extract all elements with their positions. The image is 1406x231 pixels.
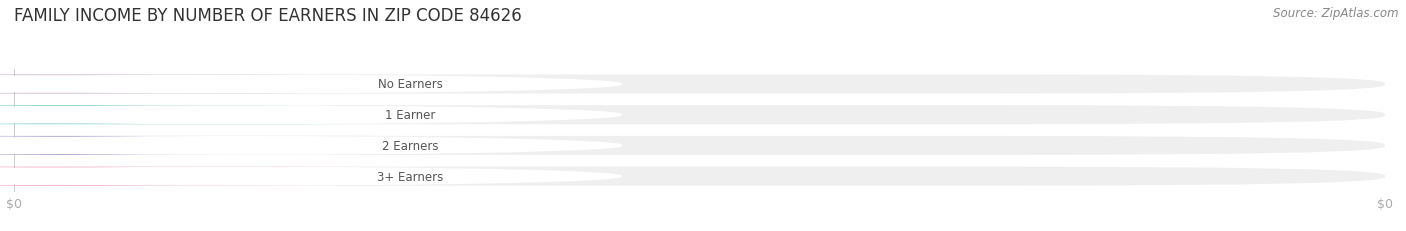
Text: FAMILY INCOME BY NUMBER OF EARNERS IN ZIP CODE 84626: FAMILY INCOME BY NUMBER OF EARNERS IN ZI… [14, 7, 522, 25]
Text: 2 Earners: 2 Earners [382, 139, 439, 152]
Text: $0: $0 [202, 170, 218, 183]
Circle shape [0, 106, 621, 124]
Circle shape [0, 168, 621, 185]
FancyBboxPatch shape [0, 136, 398, 155]
FancyBboxPatch shape [14, 136, 1385, 155]
FancyBboxPatch shape [14, 75, 1385, 94]
Text: 1 Earner: 1 Earner [385, 109, 436, 122]
Text: 3+ Earners: 3+ Earners [377, 170, 443, 183]
Text: $0: $0 [202, 139, 218, 152]
Text: Source: ZipAtlas.com: Source: ZipAtlas.com [1274, 7, 1399, 20]
FancyBboxPatch shape [0, 75, 398, 94]
FancyBboxPatch shape [0, 106, 398, 125]
FancyBboxPatch shape [14, 106, 1385, 125]
Text: $0: $0 [202, 78, 218, 91]
Circle shape [0, 76, 621, 93]
Circle shape [0, 137, 621, 155]
FancyBboxPatch shape [0, 167, 398, 186]
Text: $0: $0 [202, 109, 218, 122]
Text: No Earners: No Earners [378, 78, 443, 91]
FancyBboxPatch shape [14, 167, 1385, 186]
